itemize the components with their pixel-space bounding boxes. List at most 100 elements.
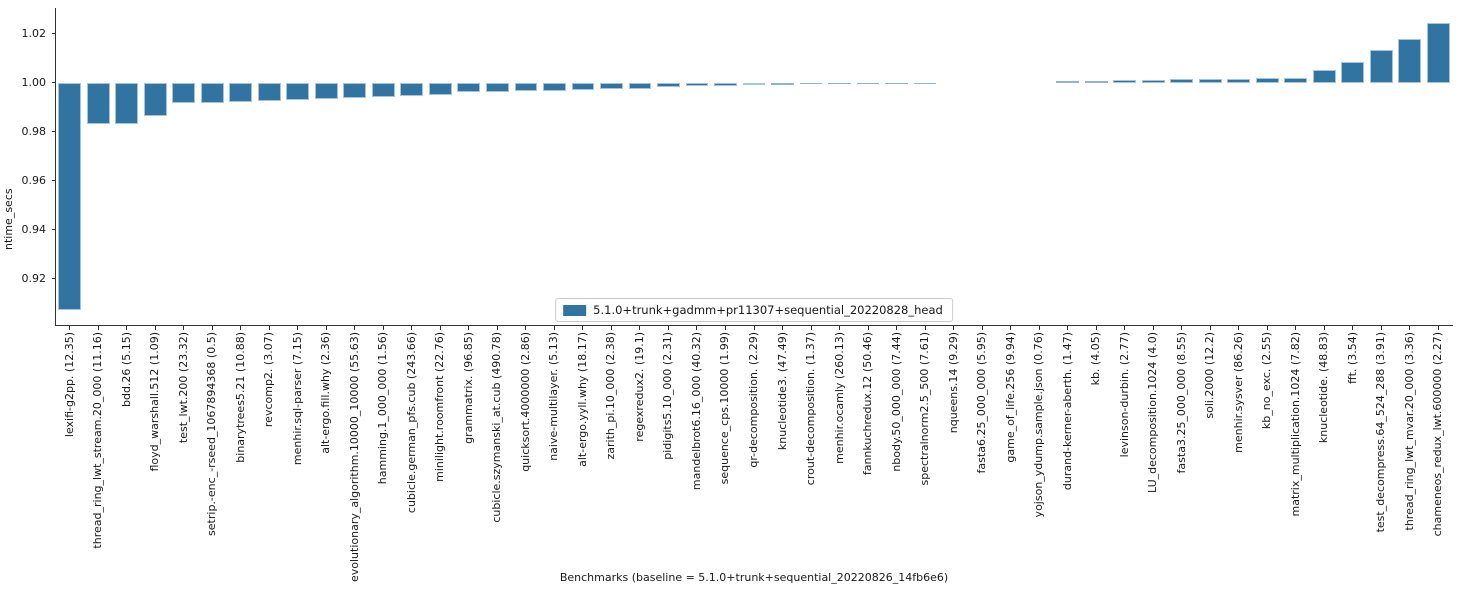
y-tick-mark [51,180,56,182]
x-tick-label: test_lwt.200 (23.32) [176,332,190,444]
bar [771,82,794,85]
y-tick-mark [51,82,56,84]
x-tick-label: cubicle.szymanski_at.cub (490.78) [490,332,504,523]
x-tick-label: fannkuchredux.12 (50.46) [861,332,875,476]
x-tick-label: minilight.roomfront (22.76) [433,332,447,482]
bar [1398,38,1422,83]
y-tick-label: 0.98 [21,125,47,139]
x-tick-label: pidigits5.10_000 (2.31) [661,332,675,460]
x-tick-mark [553,325,555,330]
x-tick-mark [525,325,527,330]
bar [286,82,310,100]
x-tick-label: yojson_ydump.sample.json (0.76) [1032,332,1046,518]
x-tick-mark [1010,325,1012,330]
x-tick-mark [439,325,441,330]
bar [913,82,937,84]
x-tick-label: spectralnorm2.5_500 (7.61) [918,332,932,486]
y-tick-label: 0.92 [21,271,47,285]
x-tick-label: soli.2000 (12.2) [1203,332,1217,419]
bar [828,82,851,84]
x-tick-label: naive-multilayer. (5.13) [547,332,561,461]
x-tick-mark [639,325,641,330]
x-tick-label: knucleotide3. (47.49) [775,332,789,451]
x-tick-mark [724,325,726,330]
x-tick-label: kb_no_exc. (2.55) [1260,332,1274,430]
x-tick-mark [610,325,612,330]
x-tick-label: alt-ergo.yyll.why (18.17) [575,332,589,467]
x-tick-mark [154,325,156,330]
bar [856,82,880,84]
y-tick-label: 1.02 [21,27,47,41]
x-tick-label: nbody.50_000_000 (7.44) [889,332,903,472]
x-tick-label: floyd_warshall.512 (1.09) [148,332,162,472]
bar [58,82,82,311]
x-tick-label: quicksort.4000000 (2.86) [518,332,532,472]
x-tick-mark [97,325,99,330]
legend: 5.1.0+trunk+gadmm+pr11307+sequential_202… [555,298,953,322]
bar [371,82,395,97]
y-axis-label: ntime_secs [2,188,15,250]
x-tick-mark [1295,325,1297,330]
x-tick-label: binarytrees5.21 (10.88) [233,332,247,463]
x-tick-mark [782,325,783,330]
x-tick-label: fasta3.25_000_000 (8.55) [1174,332,1188,474]
x-tick-mark [1038,325,1040,330]
x-tick-mark [981,325,983,330]
x-tick-mark [953,325,955,330]
x-tick-label: fasta6.25_000_000 (5.95) [975,332,989,474]
bar [1141,80,1165,83]
x-tick-label: kb. (4.05) [1089,332,1103,386]
bar [1198,78,1222,83]
x-tick-mark [211,325,213,330]
bar [343,82,367,99]
x-tick-label: LU_decomposition.1024 (4.0) [1146,332,1160,494]
x-tick-label: qr-decomposition. (2.29) [747,332,760,468]
x-tick-mark [126,325,128,330]
bar [628,82,652,89]
x-tick-label: thread_ring_lwt_stream.20_000 (11.16) [91,332,105,549]
x-tick-label: cubicle.german_pfs.cub (243.66) [404,332,418,514]
bar [143,82,167,116]
x-tick-label: knucleotide. (48.83) [1317,332,1331,444]
x-tick-mark [382,325,384,330]
bar [257,82,281,101]
x-tick-label: levinson-durbin. (2.77) [1117,332,1131,458]
x-axis-title: Benchmarks (baseline = 5.1.0+trunk+seque… [559,571,949,584]
x-tick-mark [1181,325,1183,330]
x-tick-label: durand-kerner-aberth. (1.47) [1060,332,1074,491]
bar [1426,22,1450,83]
x-tick-mark [1266,325,1268,330]
x-tick-mark [839,325,841,330]
x-tick-mark [240,325,242,330]
x-tick-mark [896,325,898,330]
x-tick-label: nqueens.14 (9.29) [946,332,960,434]
x-tick-mark [1323,325,1325,330]
legend-color-swatch-icon [563,304,587,316]
bar [1084,80,1108,83]
y-axis-spine [55,8,56,326]
bar [1170,79,1194,83]
y-tick-mark [51,229,56,231]
x-tick-mark [496,325,498,330]
x-tick-mark [468,325,470,330]
x-tick-mark [297,325,299,330]
bar [514,82,538,92]
x-tick-mark [1380,325,1382,330]
x-tick-label: hamming.1_000_000 (1.56) [376,332,390,485]
bar [486,82,509,92]
x-tick-mark [69,325,71,330]
x-tick-label: revcomp2. (3.07) [262,332,276,428]
x-tick-label: lexifi-g2pp. (12.35) [62,332,76,438]
bar [1284,78,1308,83]
bar [229,82,253,103]
bar [714,82,737,86]
x-tick-label: thread_ring_lwt_mvar.20_000 (3.36) [1402,332,1416,531]
x-tick-label: alt-ergo.fill.why (2.36) [319,332,333,454]
x-tick-mark [1437,325,1439,330]
x-tick-mark [268,325,270,330]
legend-series-label: 5.1.0+trunk+gadmm+pr11307+sequential_202… [593,303,943,317]
bar [1341,61,1365,83]
y-tick-label: 1.00 [21,76,47,90]
bar [543,82,566,92]
x-tick-mark [667,325,669,330]
